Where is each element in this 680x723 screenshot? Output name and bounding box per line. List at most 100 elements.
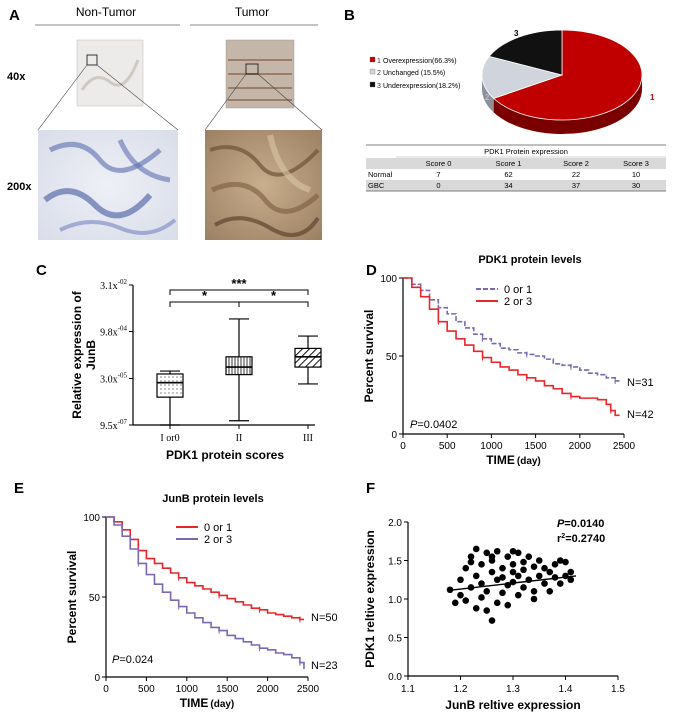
table-header-band [366,158,666,169]
pie-legend: 1 Overexpression(66.3%)2 Unchanged (15.5%)… [369,56,460,90]
c-ylabel: Relative expression ofJunB [70,290,98,418]
c-box-0 [156,373,184,398]
c-sig-bracket-0 [169,289,309,295]
table-header-4: Score 3 [623,159,649,168]
f-point-2 [457,576,464,584]
km-n-label-1: N=50 [311,612,338,624]
tumor-zoom-box [245,63,259,75]
legend-label-3: Underexpression(18.2%) [383,83,460,90]
c-ytick-mantissa-3: 3.1x [100,281,118,292]
km-title: JunB protein levels [162,493,263,505]
km-legend-label-1: 0 or 1 [504,284,532,296]
non-tumor-zoom-line-right [96,64,179,131]
f-point-50 [556,557,564,564]
km-curve-2 [403,277,620,417]
non-tumor-40x-texture [80,59,140,91]
km-n-label-2: N=23 [311,660,338,672]
panel-b-letter: B [344,7,355,24]
table-cell-r0-c2: 62 [504,170,512,179]
legend-swatch-2 [369,68,376,75]
tumor-label: Tumor [235,5,269,19]
legend-number-2: 2 [377,70,381,77]
km-ylabel: Percent survival [362,310,376,403]
km-xtick-label-3: 1500 [216,684,239,695]
pie-slice-1 [492,29,643,121]
c-box-1 [225,356,253,376]
c-sig-label-0: *** [231,276,247,291]
km-xlabel: TIME (day) [180,696,235,710]
table-cell-r0-c4: 10 [632,170,640,179]
tumor-zoom-line-right [257,73,323,131]
table-cell-r0-c0: Normal [368,170,393,179]
km-curve-2 [106,516,305,669]
f-point-17 [488,568,496,576]
f-point-39 [525,553,533,560]
km-xtick-label-1: 500 [439,441,456,452]
f-xlabel: JunB reltive expression [445,698,580,712]
km-ytick-label-0: 0 [94,673,100,684]
c-sig-bracket-2 [238,301,309,307]
km-legend-label-2: 2 or 3 [504,296,532,308]
c-ytick-label-1: 3.0x-05 [100,371,127,385]
f-point-45 [541,564,548,572]
pie-chart: 1 2 3 [481,29,655,135]
c-ytick-exp-0: -07 [118,418,128,426]
f-point-8 [472,545,480,553]
f-point-12 [478,561,485,568]
f-point-16 [483,607,491,614]
non-tumor-label: Non-Tumor [76,5,136,19]
c-ytick-label-3: 3.1x-02 [100,278,127,292]
km-ytick-label-2: 100 [83,513,100,524]
f-point-51 [556,580,564,587]
row-label-200x: 200x [7,181,32,193]
table-cell-r0-c3: 22 [572,170,580,179]
f-point-1 [451,599,459,607]
f-point-15 [483,588,491,595]
f-point-55 [567,576,575,584]
f-fit-line [447,575,577,592]
table-cell-r0-c1: 7 [436,170,440,179]
f-point-48 [551,561,559,568]
tumor-40x-texture [228,59,292,101]
c-ytick-exp-3: -02 [118,278,128,286]
f-point-14 [483,549,491,557]
f-point-41 [530,563,538,570]
f-point-54 [567,568,575,576]
f-xtick-label-0: 1.1 [401,684,415,695]
c-ytick-label-2: 9.8x-04 [100,325,127,339]
f-point-5 [462,597,470,604]
f-point-9 [472,572,480,580]
km-xtick-label-1: 500 [138,684,155,695]
pie-slice-label-2: 2 [485,93,490,102]
f-point-10 [472,604,480,612]
c-xtick-label-0: I or0 [160,433,179,444]
km-xlabel: TIME (day) [486,453,541,467]
f-ytick-label-1: 0.5 [388,634,402,645]
table-cell-r1-c0: GBC [368,181,385,190]
f-point-29 [509,561,517,568]
f-point-28 [504,601,512,609]
c-ytick-label-0: 9.5x-07 [100,418,127,432]
legend-number-3: 3 [377,83,381,90]
f-ytick-label-2: 1.0 [388,595,402,606]
table-header-2: Score 1 [496,159,522,168]
f-point-47 [546,588,554,595]
km-ytick-label-1: 50 [89,593,101,604]
c-ytick-mantissa-2: 9.8x [100,328,118,339]
f-point-34 [514,572,522,580]
legend-swatch-3 [369,81,376,88]
f-ylabel: PDK1 reltive expression [363,530,377,667]
c-ylabel-line-2: JunB [84,340,98,370]
f-point-30 [509,578,517,586]
f-ytick-label-4: 2.0 [388,518,402,529]
non-tumor-200x-cells [43,138,177,235]
legend-label-2: Unchanged (15.5%) [383,70,445,77]
c-xtick-label-1: II [236,433,243,444]
km-xlabel-unit: (day) [517,456,541,467]
km-xtick-label-2: 1000 [176,684,199,695]
legend-swatch-1 [369,56,376,63]
km-xtick-label-3: 1500 [524,441,547,452]
